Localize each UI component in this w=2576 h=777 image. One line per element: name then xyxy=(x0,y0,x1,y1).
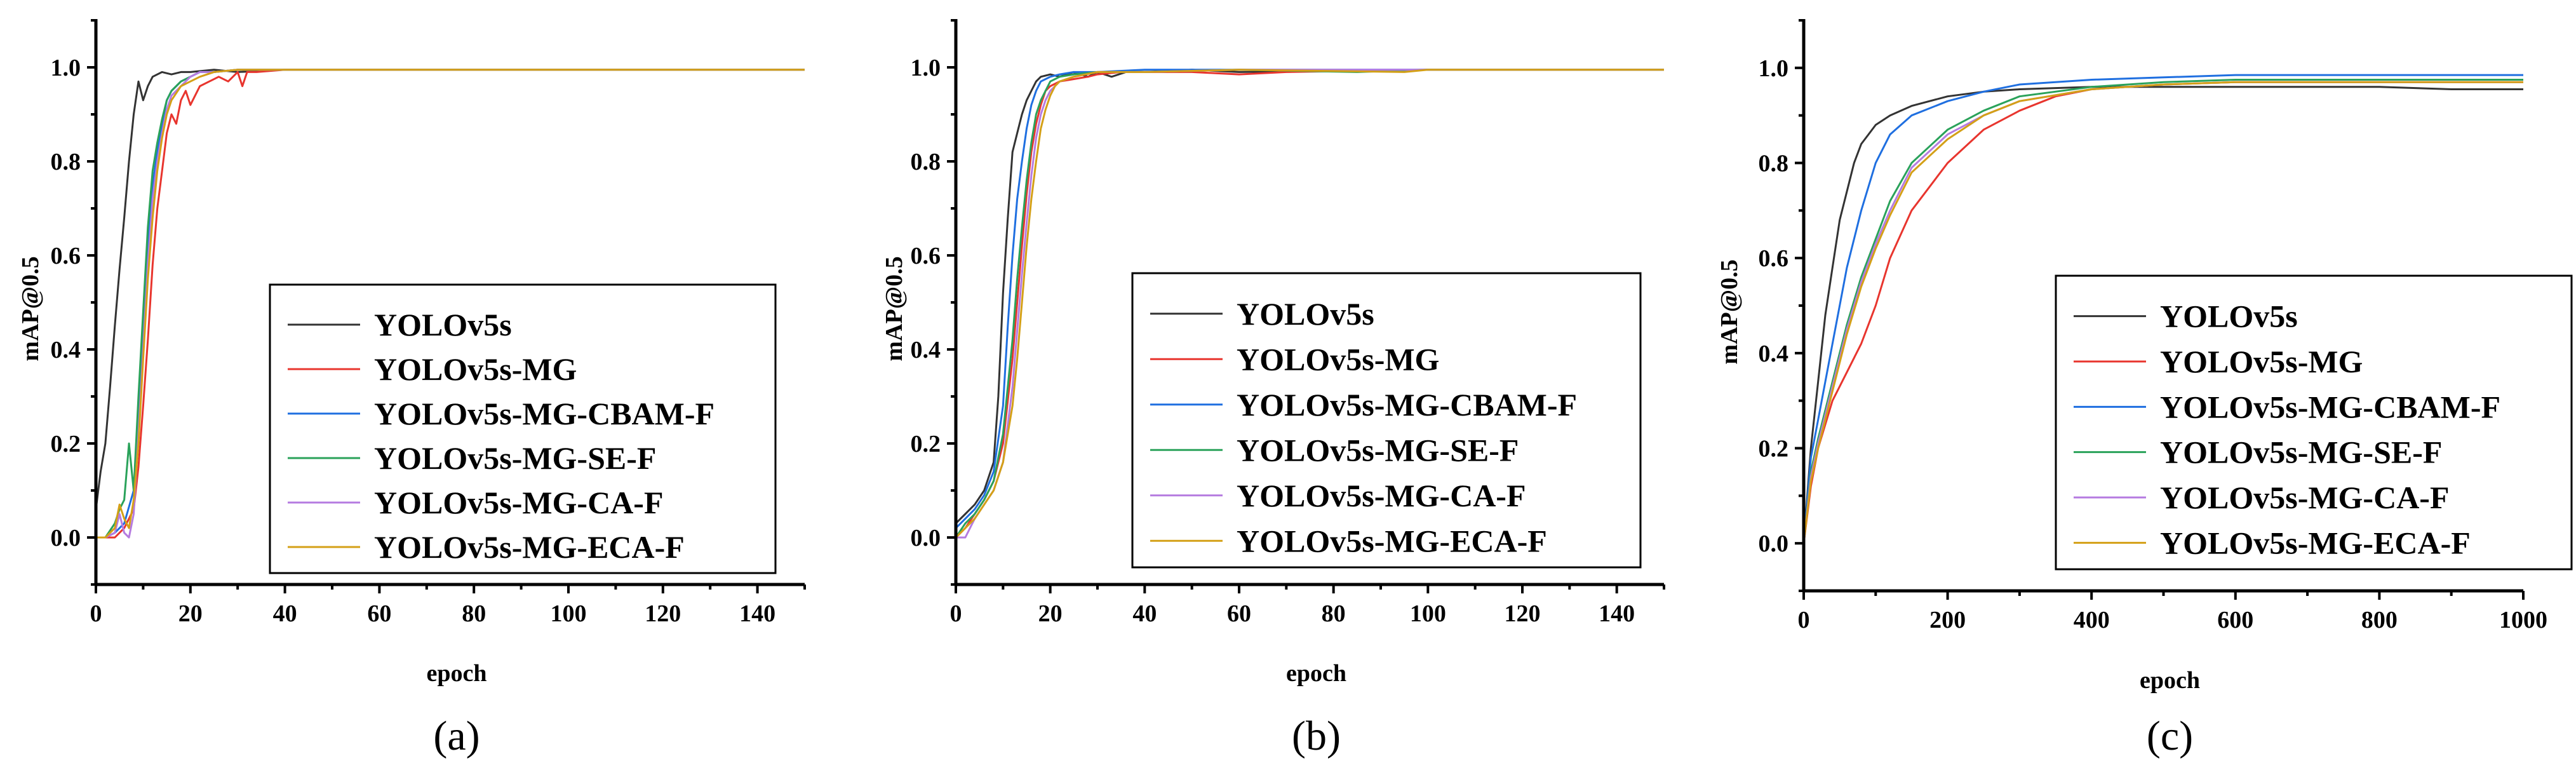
series-group xyxy=(956,69,1664,539)
x-tick-label: 60 xyxy=(367,600,391,627)
y-tick-label: 0.0 xyxy=(1759,530,1789,557)
series-line-6 xyxy=(956,69,1664,539)
panel-label: (c) xyxy=(2147,713,2193,759)
x-tick-label: 60 xyxy=(1227,600,1251,627)
x-tick-label: 40 xyxy=(1132,600,1157,627)
legend-label-1: YOLOv5s xyxy=(374,307,512,342)
x-tick-label: 0 xyxy=(90,600,102,627)
x-tick-label: 80 xyxy=(462,600,486,627)
chart-panel-1: 0 20 40 60 80 100 120 140 0.0 0.2 0.4 0.6 0.8 1.0 epoc… xyxy=(17,19,806,759)
series-group xyxy=(1804,74,2523,544)
x-tick-label: 140 xyxy=(739,600,775,627)
series-line-6 xyxy=(96,69,805,539)
y-tick-label: 0.8 xyxy=(911,149,941,175)
x-tick-label: 100 xyxy=(1410,600,1446,627)
x-axis-label: epoch xyxy=(427,660,487,687)
x-tick-label: 120 xyxy=(645,600,681,627)
legend-label-5: YOLOv5s-MG-CA-F xyxy=(374,485,664,520)
legend-label-4: YOLOv5s-MG-SE-F xyxy=(2160,435,2442,470)
y-tick-label: 0.2 xyxy=(51,431,81,457)
y-tick-label: 0.4 xyxy=(911,337,941,363)
y-tick-label: 0.2 xyxy=(1759,436,1789,463)
legend-label-4: YOLOv5s-MG-SE-F xyxy=(1237,432,1519,468)
y-axis-label: mAP@0.5 xyxy=(1716,259,1743,364)
legend-label-2: YOLOv5s-MG xyxy=(374,351,577,387)
legend-label-4: YOLOv5s-MG-SE-F xyxy=(374,440,656,476)
x-tick-label: 80 xyxy=(1322,600,1346,627)
y-tick-label: 1.0 xyxy=(911,55,941,81)
legend-box xyxy=(269,283,777,574)
y-tick-label: 0.6 xyxy=(1759,245,1789,272)
legend-box xyxy=(2055,274,2573,571)
chart-panel-3: 0 200 400 600 800 1000 0.0 0.2 0.4 0.6 0.8 1.0 epoch… xyxy=(1716,19,2573,759)
y-tick-label: 0.4 xyxy=(51,337,81,363)
series-line-3 xyxy=(1804,74,2523,544)
x-tick-label: 20 xyxy=(178,600,203,627)
x-axis-label: epoch xyxy=(2140,667,2200,694)
series-line-6 xyxy=(1804,81,2523,544)
y-tick-label: 0.2 xyxy=(911,431,941,457)
legend: YOLOv5s YOLOv5s-MG YOLOv5s-MG-CBAM-F YOLOv5… xyxy=(2055,274,2573,571)
series-line-4 xyxy=(1804,79,2523,544)
x-tick-label: 20 xyxy=(1038,600,1063,627)
y-tick-label: 1.0 xyxy=(51,55,81,81)
legend-label-6: YOLOv5s-MG-ECA-F xyxy=(2160,525,2471,560)
legend-label-6: YOLOv5s-MG-ECA-F xyxy=(1237,523,1547,558)
series-group xyxy=(96,69,805,539)
legend-label-2: YOLOv5s-MG xyxy=(2160,344,2363,379)
y-axis-label: mAP@0.5 xyxy=(881,256,908,361)
y-tick-label: 0.0 xyxy=(911,525,941,551)
legend-label-6: YOLOv5s-MG-ECA-F xyxy=(374,529,685,565)
x-tick-label: 400 xyxy=(2074,607,2110,633)
x-axis-label: epoch xyxy=(1286,660,1346,687)
x-tick-label: 120 xyxy=(1505,600,1541,627)
legend-label-3: YOLOv5s-MG-CBAM-F xyxy=(1237,387,1577,422)
x-tick-label: 0 xyxy=(950,600,962,627)
x-tick-label: 600 xyxy=(2217,607,2253,633)
x-tick-label: 200 xyxy=(1929,607,1966,633)
y-tick-label: 1.0 xyxy=(1759,55,1789,82)
legend-label-1: YOLOv5s xyxy=(2160,299,2298,334)
panel-label: (b) xyxy=(1292,713,1341,759)
chart-panel-2: 0 20 40 60 80 100 120 140 0.0 0.2 0.4 0.6 0.8 1.0 epoc… xyxy=(881,19,1665,759)
legend-label-1: YOLOv5s xyxy=(1237,296,1374,332)
x-tick-label: 40 xyxy=(273,600,297,627)
legend-label-3: YOLOv5s-MG-CBAM-F xyxy=(2160,389,2500,424)
y-tick-label: 0.6 xyxy=(51,243,81,269)
legend-box xyxy=(1131,272,1642,569)
x-tick-label: 0 xyxy=(1798,607,1810,633)
x-tick-label: 140 xyxy=(1599,600,1635,627)
x-tick-label: 1000 xyxy=(2499,607,2547,633)
y-tick-label: 0.8 xyxy=(51,149,81,175)
y-tick-label: 0.6 xyxy=(911,243,941,269)
y-tick-label: 0.4 xyxy=(1759,341,1789,367)
y-tick-label: 0.8 xyxy=(1759,151,1789,177)
legend-label-3: YOLOv5s-MG-CBAM-F xyxy=(374,396,714,431)
panel-label: (a) xyxy=(433,713,480,759)
legend-label-5: YOLOv5s-MG-CA-F xyxy=(1237,478,1526,513)
series-line-1 xyxy=(1804,86,2523,544)
x-tick-label: 100 xyxy=(551,600,587,627)
legend-label-2: YOLOv5s-MG xyxy=(1237,341,1439,377)
x-tick-label: 800 xyxy=(2361,607,2398,633)
y-tick-label: 0.0 xyxy=(51,525,81,551)
series-line-2 xyxy=(96,69,805,539)
legend: YOLOv5s YOLOv5s-MG YOLOv5s-MG-CBAM-F YOLOv5… xyxy=(1131,272,1642,569)
y-axis-label: mAP@0.5 xyxy=(17,256,44,361)
series-line-3 xyxy=(956,69,1664,529)
legend: YOLOv5s YOLOv5s-MG YOLOv5s-MG-CBAM-F YOLOv5… xyxy=(269,283,777,574)
legend-label-5: YOLOv5s-MG-CA-F xyxy=(2160,480,2450,515)
